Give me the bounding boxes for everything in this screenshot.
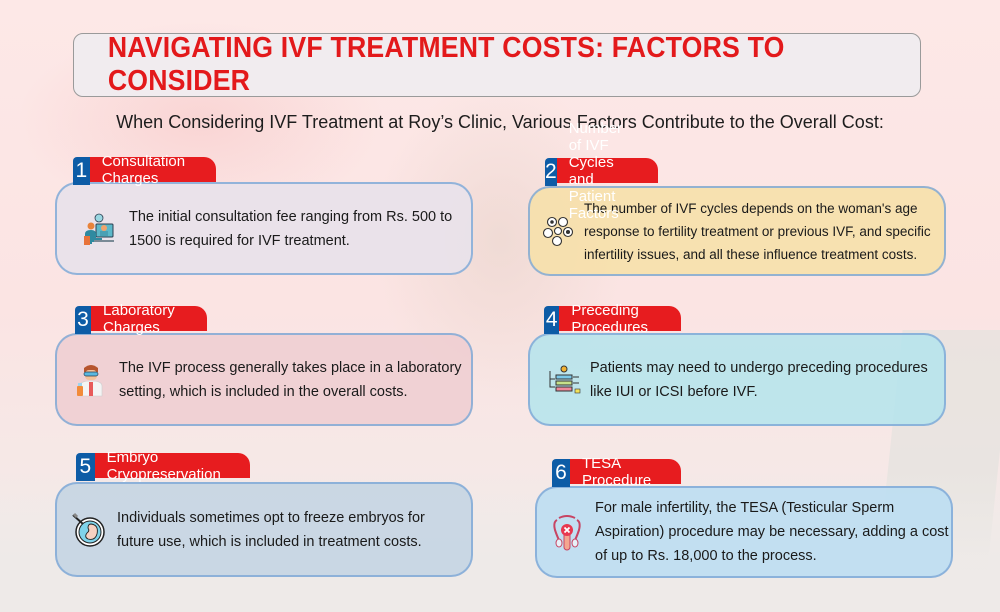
factor-number: 2 [545,158,557,186]
factor-description: For male infertility, the TESA (Testicul… [595,500,949,564]
procedure-flow-icon [544,360,584,400]
subtitle: When Considering IVF Treatment at Roy’s … [116,112,884,132]
factor-description: The IVF process generally takes place in… [119,359,462,400]
factor-panel: Patients may need to undergo preceding p… [528,333,946,426]
factor-number: 1 [73,157,90,185]
factor-panel: The number of IVF cycles depends on the … [528,186,946,276]
factor-tab: 3 Laboratory Charges [75,302,207,336]
embryo-icon [69,510,109,550]
factor-description: Individuals sometimes opt to freeze embr… [117,509,425,550]
factor-title: Embryo Cryopreservation [94,449,251,483]
cycle-factors-icon [538,211,578,251]
factor-tab: 2 Number of IVF Cycles and Patient Facto… [545,120,659,222]
factor-title: Number of IVF Cycles and Patient Factors [556,120,659,222]
factor-panel: The IVF process generally takes place in… [55,333,473,426]
factor-tab: 1 Consultation Charges [73,153,217,187]
factor-description: The initial consultation fee ranging fro… [129,208,453,249]
factor-description: Patients may need to undergo preceding p… [590,359,928,400]
factor-title: Laboratory Charges [91,302,207,336]
title-box: NAVIGATING IVF TREATMENT COSTS: FACTORS … [73,32,921,97]
factor-number: 5 [76,453,95,481]
factor-title: TESA Procedure [569,455,682,489]
factor-title: Consultation Charges [89,153,217,187]
factor-tab: 4 Preceding Procedures [544,302,681,336]
factor-panel: Individuals sometimes opt to freeze embr… [55,482,473,577]
factor-number: 4 [544,306,560,334]
factor-title: Preceding Procedures [559,302,681,336]
factor-panel: For male infertility, the TESA (Testicul… [535,486,953,578]
factor-number: 6 [552,459,570,487]
factor-tab: 5 Embryo Cryopreservation [76,449,251,483]
factor-description: The number of IVF cycles depends on the … [584,200,931,262]
factor-tab: 6 TESA Procedure [552,455,682,489]
factor-panel: The initial consultation fee ranging fro… [55,182,473,275]
online-consultation-icon [79,209,119,249]
page-title: NAVIGATING IVF TREATMENT COSTS: FACTORS … [107,32,785,97]
male-reproductive-icon [547,512,587,552]
factor-number: 3 [75,306,92,334]
lab-scientist-icon [71,360,111,400]
